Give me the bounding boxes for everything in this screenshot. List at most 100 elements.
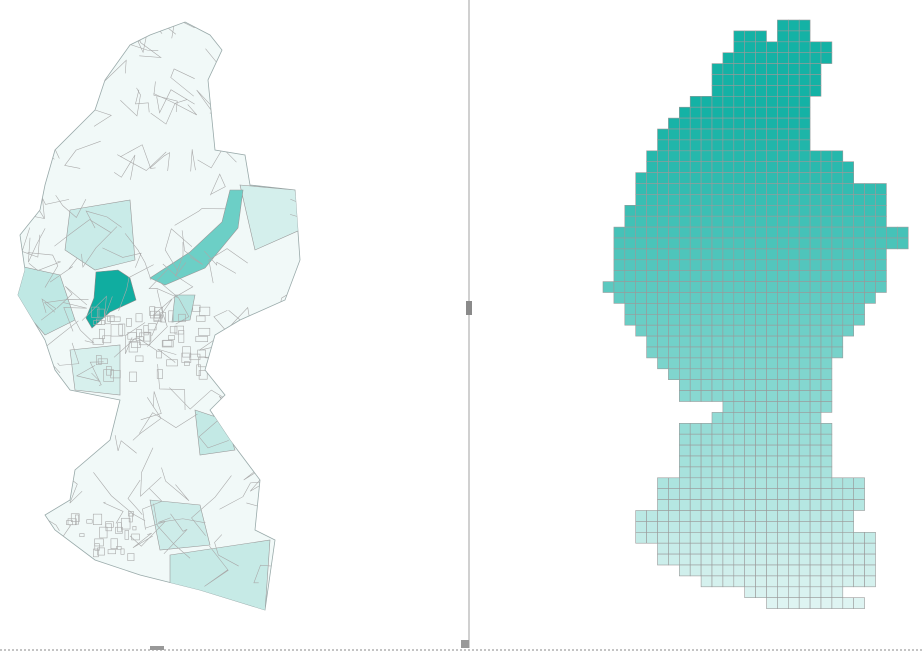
grid-cell [842,510,854,522]
boundary [149,152,171,171]
grid-cell [798,139,811,152]
grid-cell [678,368,691,380]
grid-cell [657,183,669,195]
grid-cell [624,248,636,261]
grid-cell [853,183,865,195]
grid-cell [711,521,724,533]
grid-cell [831,161,844,173]
grid-cell [798,19,811,32]
grid-cell [766,466,778,479]
boundary [135,89,150,113]
region [69,344,121,396]
grid-cell [711,412,724,424]
grid-cell [820,41,833,53]
grid-cell [678,292,691,304]
divider-handle[interactable] [466,301,472,315]
grid-cell [820,444,833,457]
grid-cell [809,531,822,544]
grid-cell [689,161,702,173]
boundary [248,133,298,189]
grid-cell [777,412,789,424]
boundary [269,306,300,326]
grid-cell [853,303,865,315]
boundary [253,564,282,584]
grid-cell [787,74,800,86]
grid-cell [798,346,811,359]
grid-cell [777,172,789,184]
boundary [28,261,61,271]
grid-cell [755,183,767,195]
grid-cell [875,183,887,195]
grid-cell [744,41,756,53]
grid-cell [722,117,735,130]
grid-cell [777,215,789,228]
grid-cell [842,172,854,184]
grid-cell [798,205,811,217]
grid-cell [744,575,756,588]
grid-cell [668,368,680,380]
grid-cell [722,139,735,152]
grid-cell [744,499,756,511]
grid-cell [755,259,767,271]
boundary [103,369,114,382]
grid-cell [635,172,647,184]
grid-cell [678,499,691,511]
grid-cell [744,466,756,479]
grid-cell [875,270,887,282]
resize-handle[interactable] [461,640,469,648]
grid-cell [755,324,767,337]
boundary [132,526,137,531]
boundary [181,352,192,363]
grid-cell [668,499,680,511]
grid-cell [766,379,778,391]
boundary [178,313,186,323]
grid-cell [722,499,735,511]
grid-cell [787,106,800,119]
grid-cell [787,499,800,511]
grid-cell [809,357,822,370]
grid-cell [875,226,887,239]
grid-cell [733,183,745,195]
grid-cell [744,139,756,152]
boundary [178,330,185,343]
grid-cell [744,292,756,304]
grid-cell [733,85,745,97]
region [149,189,244,286]
grid-cell [766,357,778,370]
grid-cell [842,499,854,511]
grid-cell [700,444,713,457]
grid-cell [744,183,756,195]
resize-handle[interactable] [150,646,164,650]
grid-cell [820,237,833,250]
grid-cell [809,455,822,468]
boundary [131,533,140,541]
grid-cell [755,205,767,217]
grid-cell [820,183,833,195]
grid-cell [886,226,898,239]
grid-cell [700,150,713,163]
grid-cell [787,303,800,315]
boundary [164,228,193,272]
grid-cell [678,379,691,391]
grid-cell [646,335,658,348]
grid-cell [744,74,756,86]
grid-cell [831,335,844,348]
grid-cell [711,85,724,97]
grid-cell [700,259,713,271]
grid-cell [831,172,844,184]
grid-cell [733,357,745,370]
grid-cell [733,346,745,359]
grid-cell [689,488,702,500]
boundary [71,565,96,592]
grid-cell [755,303,767,315]
grid-cell [689,237,702,250]
boundary [102,247,142,268]
boundary [42,198,70,219]
boundary [117,522,122,533]
grid-cell [787,270,800,282]
grid-cell [798,586,811,598]
grid-cell [755,270,767,282]
grid-cell [711,63,724,75]
grid-cell [766,313,778,326]
grid-cell [809,85,822,97]
